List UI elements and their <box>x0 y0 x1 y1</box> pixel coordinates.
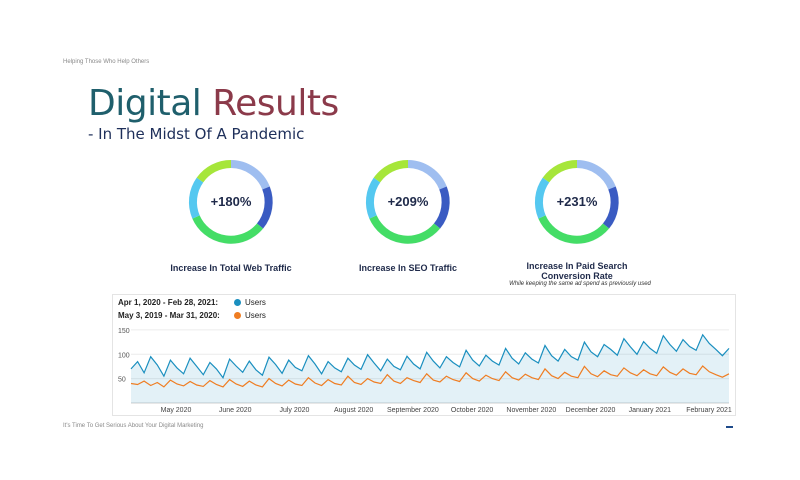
series-line-current <box>130 333 730 379</box>
stat-value: +209% <box>387 194 429 209</box>
stat-label-seo-traffic: Increase In SEO Traffic <box>358 263 458 273</box>
legend-series-name: Users <box>245 311 266 320</box>
stat-value: +180% <box>210 194 252 209</box>
tagline: Helping Those Who Help Others <box>63 59 150 65</box>
x-tick-label: November 2020 <box>506 407 556 414</box>
legend-range: Apr 1, 2020 - Feb 28, 2021: <box>118 298 219 307</box>
x-tick-label: January 2021 <box>629 407 672 414</box>
footer-text: It's Time To Get Serious About Your Digi… <box>63 423 204 429</box>
users-chart-panel: 50 100 150 May 2020 June 2020 July 2020 August… <box>112 294 736 416</box>
series-area-current <box>131 334 729 403</box>
legend-series-name: Users <box>245 298 266 307</box>
x-tick-label: February 2021 <box>686 407 732 414</box>
x-tick-label: June 2020 <box>219 407 252 414</box>
footer-mark <box>726 426 733 428</box>
page-subtitle: - In The Midst Of A Pandemic <box>88 125 305 143</box>
x-tick-label: July 2020 <box>279 407 309 414</box>
stat-value: +231% <box>556 194 598 209</box>
stat-ring-seo-traffic: +209% <box>363 157 453 247</box>
ring-graphic <box>188 160 273 244</box>
stat-ring-web-traffic: +180% <box>186 157 276 247</box>
stat-note-paid-search: While keeping the same ad spend as previ… <box>509 281 651 287</box>
y-tick-label: 100 <box>118 352 130 359</box>
x-tick-label: December 2020 <box>566 407 616 414</box>
y-tick-label: 150 <box>118 328 130 335</box>
x-tick-label: October 2020 <box>451 407 494 414</box>
x-tick-label: May 2020 <box>161 407 192 414</box>
series-line-previous <box>130 365 730 388</box>
page-title: Digital Results <box>88 84 339 124</box>
stat-ring-paid-search: +231% <box>532 157 622 247</box>
title-word-results: Results <box>212 83 339 124</box>
stat-label-web-traffic: Increase In Total Web Traffic <box>170 263 292 273</box>
ring-graphic <box>365 160 450 244</box>
legend-dot <box>234 299 241 306</box>
title-word-digital: Digital <box>88 83 202 124</box>
legend-dot <box>234 312 241 319</box>
legend-item-previous: May 3, 2019 - Mar 31, 2020: Users <box>118 311 266 322</box>
ring-graphic <box>534 160 619 244</box>
x-tick-label: August 2020 <box>334 407 373 414</box>
legend-item-current: Apr 1, 2020 - Feb 28, 2021: Users <box>118 298 266 309</box>
x-tick-label: September 2020 <box>387 407 439 414</box>
legend-range: May 3, 2019 - Mar 31, 2020: <box>118 311 220 320</box>
y-tick-label: 50 <box>118 377 126 384</box>
users-line-chart: 50 100 150 May 2020 June 2020 July 2020 August… <box>118 328 732 414</box>
stat-label-paid-search: Increase In Paid Search Conversion Rate <box>526 261 628 281</box>
